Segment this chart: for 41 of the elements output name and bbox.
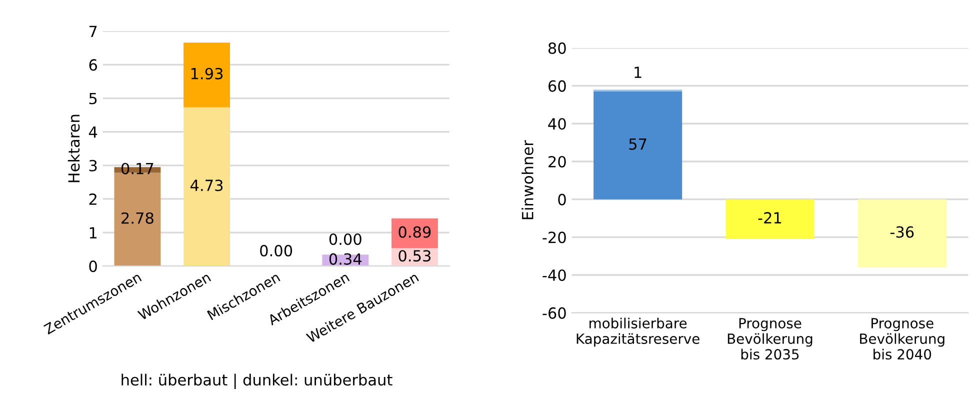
data-label: 57 <box>629 138 646 150</box>
x-tick-label: Prognose Bevölkerung bis 2035 <box>728 318 812 360</box>
data-label: 0.34 <box>329 253 362 265</box>
y-tick-label: 60 <box>548 80 566 92</box>
x-tick-label: Prognose Bevölkerung bis 2040 <box>860 318 944 360</box>
bar <box>858 199 946 268</box>
data-label: -21 <box>758 212 782 224</box>
y-axis-title: Einwohner <box>522 140 534 220</box>
bar <box>594 91 682 200</box>
bar <box>184 107 230 266</box>
data-label: 1 <box>634 66 642 78</box>
y-tick-label: 6 <box>89 59 97 71</box>
data-label: 0.89 <box>398 226 431 238</box>
data-label: -36 <box>890 226 914 238</box>
bar <box>726 199 814 240</box>
y-tick-label: 0 <box>89 260 97 272</box>
y-tick-label: -40 <box>542 269 566 282</box>
y-tick-label: 2 <box>89 193 96 205</box>
data-label: 1.93 <box>191 68 223 80</box>
y-tick-label: 7 <box>89 26 97 37</box>
data-label: 4.73 <box>190 180 223 192</box>
text: hell: überbaut | dunkel: unüberbaut <box>122 374 392 389</box>
y-tick-label: -20 <box>542 232 566 244</box>
bar <box>391 218 438 248</box>
x-tick-label: mobilisierbare Kapazitätsreserve <box>576 318 700 347</box>
data-label: 2.78 <box>122 212 154 224</box>
y-tick-label: 1 <box>90 227 97 238</box>
data-label: 0.00 <box>329 233 362 246</box>
data-label: 0.53 <box>398 250 430 262</box>
y-axis-title: Hektaren <box>68 114 80 182</box>
data-label: 0.00 <box>260 244 292 256</box>
y-tick-label: 40 <box>548 118 566 130</box>
bar <box>114 172 161 266</box>
y-tick-label: -60 <box>542 307 566 319</box>
y-tick-label: 0 <box>558 194 566 206</box>
y-tick-label: 80 <box>548 42 566 54</box>
y-tick-label: 20 <box>548 156 566 168</box>
y-tick-label: 3 <box>89 160 97 172</box>
y-tick-label: 5 <box>89 92 97 104</box>
bar <box>184 42 230 108</box>
y-tick-label: 4 <box>88 126 98 138</box>
